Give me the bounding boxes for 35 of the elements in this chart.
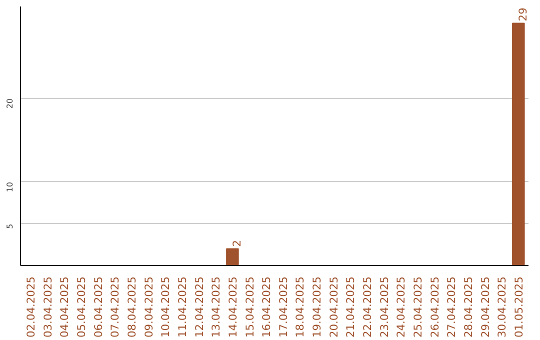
x-tick-label: 23.04.2025 [378,276,391,338]
x-tick-label: 19.04.2025 [310,276,324,338]
x-tick-label: 04.04.2025 [58,276,72,338]
x-tick-label: 02.04.2025 [24,276,38,338]
x-tick-label: 12.04.2025 [192,276,206,338]
x-tick-label: 21.04.2025 [344,276,358,338]
x-tick-label: 17.04.2025 [276,276,290,338]
data-label: 29 [516,7,530,22]
x-tick-label: 30.04.2025 [496,276,509,338]
x-tick-label: 27.04.2025 [445,276,458,338]
x-tick-label: 24.04.2025 [394,276,408,338]
data-label: 2 [230,240,244,247]
x-tick-label: 16.04.2025 [260,276,274,338]
x-tick-label: 18.04.2025 [294,276,307,338]
x-tick-label: 26.04.2025 [428,276,442,338]
y-tick-label: 20 [6,98,14,109]
y-tick-label: 5 [6,224,14,229]
x-tick-label: 29.04.2025 [478,276,492,338]
x-tick-label: 09.04.2025 [142,276,156,338]
y-tick-label: 10 [6,182,14,192]
x-tick-label: 28.04.2025 [462,276,475,338]
x-tick-label: 07.04.2025 [108,276,122,338]
x-tick-label: 25.04.2025 [411,276,424,338]
x-tick-label: 08.04.2025 [126,276,139,338]
x-tick-label: 15.04.2025 [243,276,256,338]
x-tick-label: 03.04.2025 [41,276,54,338]
x-tick-label: 20.04.2025 [327,276,340,338]
x-tick-label: 05.04.2025 [75,276,88,338]
x-tick-label: 10.04.2025 [159,276,172,338]
x-tick-label: 06.04.2025 [92,276,105,338]
x-tick-label: 11.04.2025 [176,276,189,338]
x-tick-label: 01.05.2025 [512,276,526,338]
x-tick-label: 22.04.2025 [361,276,374,338]
x-tick-label: 13.04.2025 [210,276,223,338]
x-tick-label: 14.04.2025 [226,276,240,338]
